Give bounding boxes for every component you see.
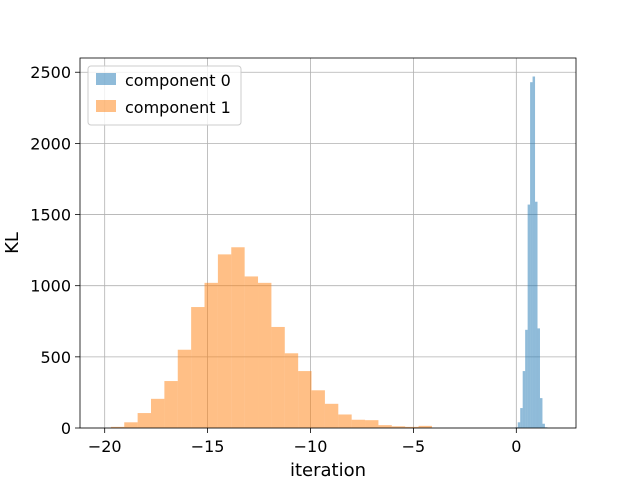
legend-swatch-component-0: [96, 73, 116, 85]
histogram-bar: [284, 353, 299, 428]
histogram-bar: [244, 276, 259, 428]
y-tick-label: 1000: [30, 277, 71, 296]
histogram-bar: [217, 254, 232, 428]
histogram-bar: [324, 403, 339, 428]
histogram-bar: [204, 282, 218, 428]
histogram-bar: [517, 422, 521, 428]
y-tick-label: 2500: [30, 63, 71, 82]
legend-swatch-component-1: [96, 100, 116, 112]
histogram-bar: [124, 422, 138, 428]
histogram-bar: [418, 425, 432, 428]
histogram-bars: [110, 76, 548, 428]
x-tick-label: 0: [511, 437, 521, 456]
histogram-bar: [539, 398, 543, 428]
axis-ticks: −20 −15 −10 −5 0 0 500 1000 1500 2000 2500: [30, 63, 521, 456]
histogram-bar: [298, 371, 312, 428]
histogram-bar: [391, 426, 406, 428]
histogram-bar: [164, 381, 178, 428]
plot-frame: [79, 57, 577, 429]
y-tick-label: 0: [61, 419, 71, 438]
histogram-bar: [271, 326, 285, 428]
histogram-bar: [258, 282, 272, 428]
histogram-bar: [110, 426, 125, 428]
histogram-bar: [522, 371, 526, 428]
x-tick-label: −20: [88, 437, 122, 456]
y-tick-label: 2000: [30, 134, 71, 153]
histogram-bar: [365, 420, 379, 428]
histogram-bar: [520, 408, 523, 428]
legend-label-component-0: component 0: [125, 71, 231, 90]
histogram-bar: [525, 329, 528, 428]
histogram-bar: [527, 204, 531, 428]
y-tick-label: 1500: [30, 206, 71, 225]
legend-label-component-1: component 1: [125, 98, 231, 117]
histogram-bar: [378, 425, 392, 428]
y-tick-label: 500: [40, 348, 71, 367]
histogram-bar: [137, 413, 152, 428]
histogram-bar: [405, 426, 419, 428]
histogram-bar: [231, 247, 245, 428]
histogram-bar: [532, 76, 536, 428]
histogram-bar: [535, 201, 538, 428]
histogram-bar: [311, 390, 325, 428]
x-tick-label: −10: [294, 437, 328, 456]
legend-box: [87, 65, 242, 126]
histogram-bar: [351, 419, 366, 428]
legend: component 0 component 1: [87, 65, 242, 126]
x-tick-label: −5: [402, 437, 426, 456]
histogram-bar: [191, 307, 205, 428]
histogram-bar: [177, 349, 192, 428]
series-0-bars: [515, 76, 548, 428]
histogram-bar: [530, 82, 533, 428]
histogram-bar: [338, 414, 352, 428]
y-axis-label: KL: [2, 232, 23, 254]
histogram-bar: [542, 423, 545, 428]
x-axis-label: iteration: [290, 460, 366, 480]
histogram-bar: [151, 398, 165, 428]
x-tick-label: −15: [191, 437, 225, 456]
series-1-bars: [110, 247, 432, 428]
histogram-bar: [537, 328, 540, 428]
